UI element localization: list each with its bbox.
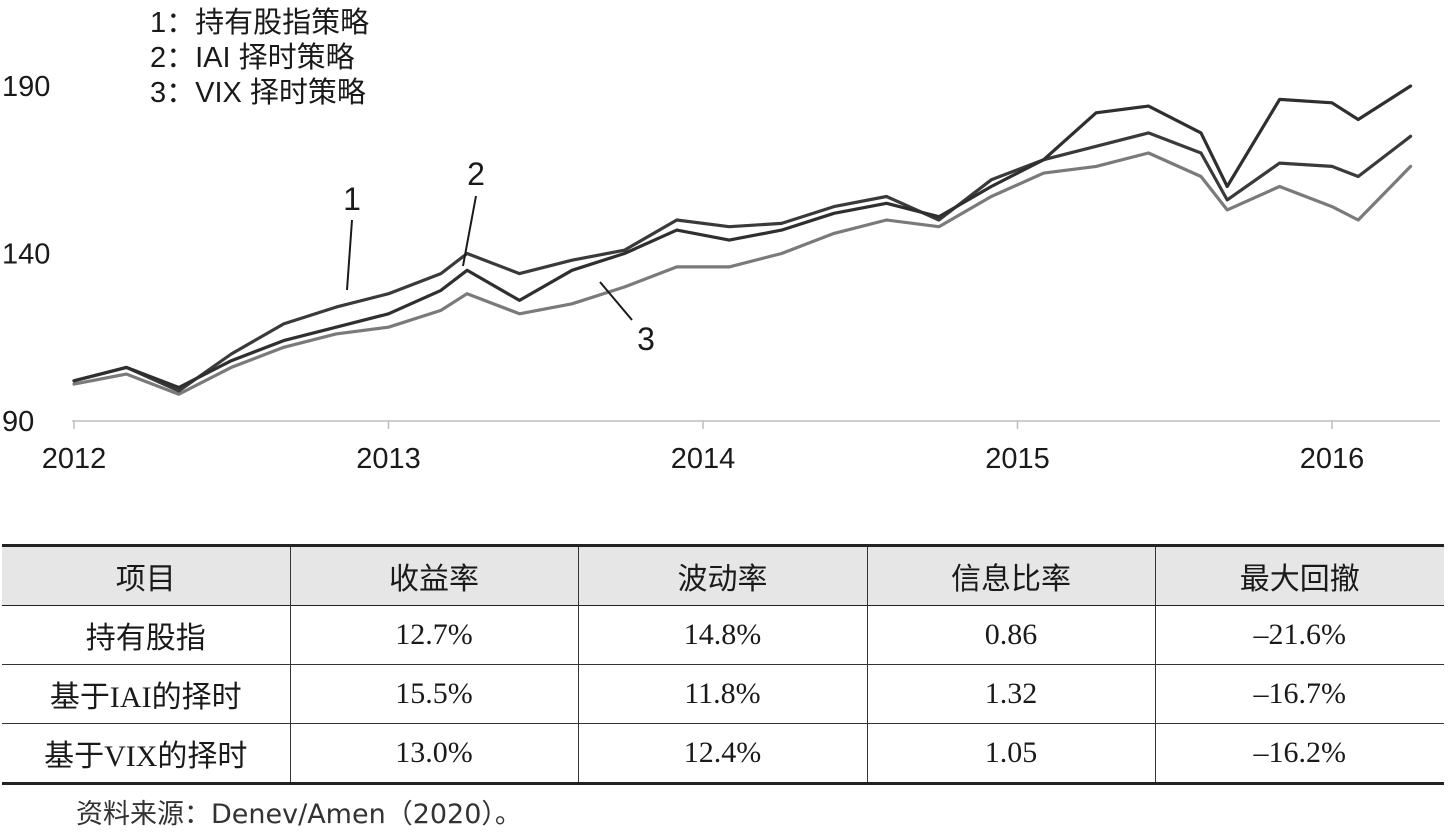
- x-tick-label: 2016: [1300, 443, 1365, 475]
- series-line-3: [72, 151, 1413, 396]
- table-cell: 12.4%: [577, 723, 867, 784]
- callout-label-3: 3: [637, 321, 655, 357]
- callout-leader-3: [599, 281, 633, 321]
- row-label: 基于VIX的择时: [44, 740, 248, 773]
- table-cell: 12.7%: [289, 605, 578, 665]
- legend-item-3: 3：VIX 择时策略: [150, 77, 366, 109]
- source-note: 资料来源：Denev/Amen（2020）。: [76, 799, 522, 830]
- strategy-stats-table: 项目 收益率 波动率 信息比率 最大回撤 持有股指 12.7% 14.8% 0.…: [2, 544, 1444, 785]
- series-line-1: [72, 131, 1413, 393]
- x-tick-label: 2015: [985, 443, 1050, 475]
- x-axis: 2012 2013 2014 2015 2016: [42, 421, 1365, 475]
- y-axis: 90 140 190: [2, 71, 50, 438]
- table-cell: –16.7%: [1154, 664, 1444, 724]
- header-info-ratio: 信息比率: [866, 545, 1155, 606]
- table-cell: 0.86: [866, 605, 1155, 665]
- header-max-drawdown: 最大回撤: [1154, 545, 1444, 606]
- table-cell: 11.8%: [577, 664, 867, 724]
- table-cell: 1.05: [866, 723, 1155, 784]
- y-tick-label: 190: [2, 71, 50, 103]
- table-header-row: 项目 收益率 波动率 信息比率 最大回撤: [2, 545, 1444, 606]
- table-cell: –21.6%: [1154, 605, 1444, 665]
- x-tick-label: 2014: [671, 443, 736, 475]
- table-cell: –16.2%: [1154, 723, 1444, 784]
- table-row: 持有股指 12.7% 14.8% 0.86 –21.6%: [2, 605, 1444, 665]
- callout-leader-2: [462, 195, 477, 267]
- series-lines: [72, 84, 1413, 396]
- callout-label-2: 2: [467, 156, 485, 192]
- legend-item-1: 1：持有股指策略: [150, 7, 370, 39]
- chart-legend: 1：持有股指策略 2：IAI 择时策略 3：VIX 择时策略: [150, 6, 369, 111]
- series-line-2: [72, 84, 1413, 390]
- row-label: 基于IAI的择时: [49, 681, 242, 714]
- legend-item-2: 2：IAI 择时策略: [150, 42, 355, 74]
- callout-leader-1: [346, 219, 353, 291]
- table-cell: 15.5%: [289, 664, 578, 724]
- header-item: 项目: [115, 563, 176, 596]
- x-tick-label: 2012: [42, 443, 107, 475]
- callout-label-1: 1: [343, 181, 361, 217]
- table-row: 基于IAI的择时 15.5% 11.8% 1.32 –16.7%: [2, 664, 1444, 724]
- x-tick-label: 2013: [356, 443, 421, 475]
- series-callouts: 1 2 3: [343, 156, 655, 357]
- y-tick-label: 90: [2, 406, 34, 438]
- header-return: 收益率: [289, 545, 578, 606]
- header-volatility: 波动率: [577, 545, 867, 606]
- y-tick-label: 140: [2, 239, 50, 271]
- table-cell: 1.32: [866, 664, 1155, 724]
- table-row: 基于VIX的择时 13.0% 12.4% 1.05 –16.2%: [2, 723, 1444, 784]
- row-label: 持有股指: [85, 622, 206, 655]
- line-chart: 2012 2013 2014 2015 2016 90 140 190 1 2 3: [2, 71, 1440, 475]
- table-cell: 13.0%: [289, 723, 578, 784]
- table-cell: 14.8%: [577, 605, 867, 665]
